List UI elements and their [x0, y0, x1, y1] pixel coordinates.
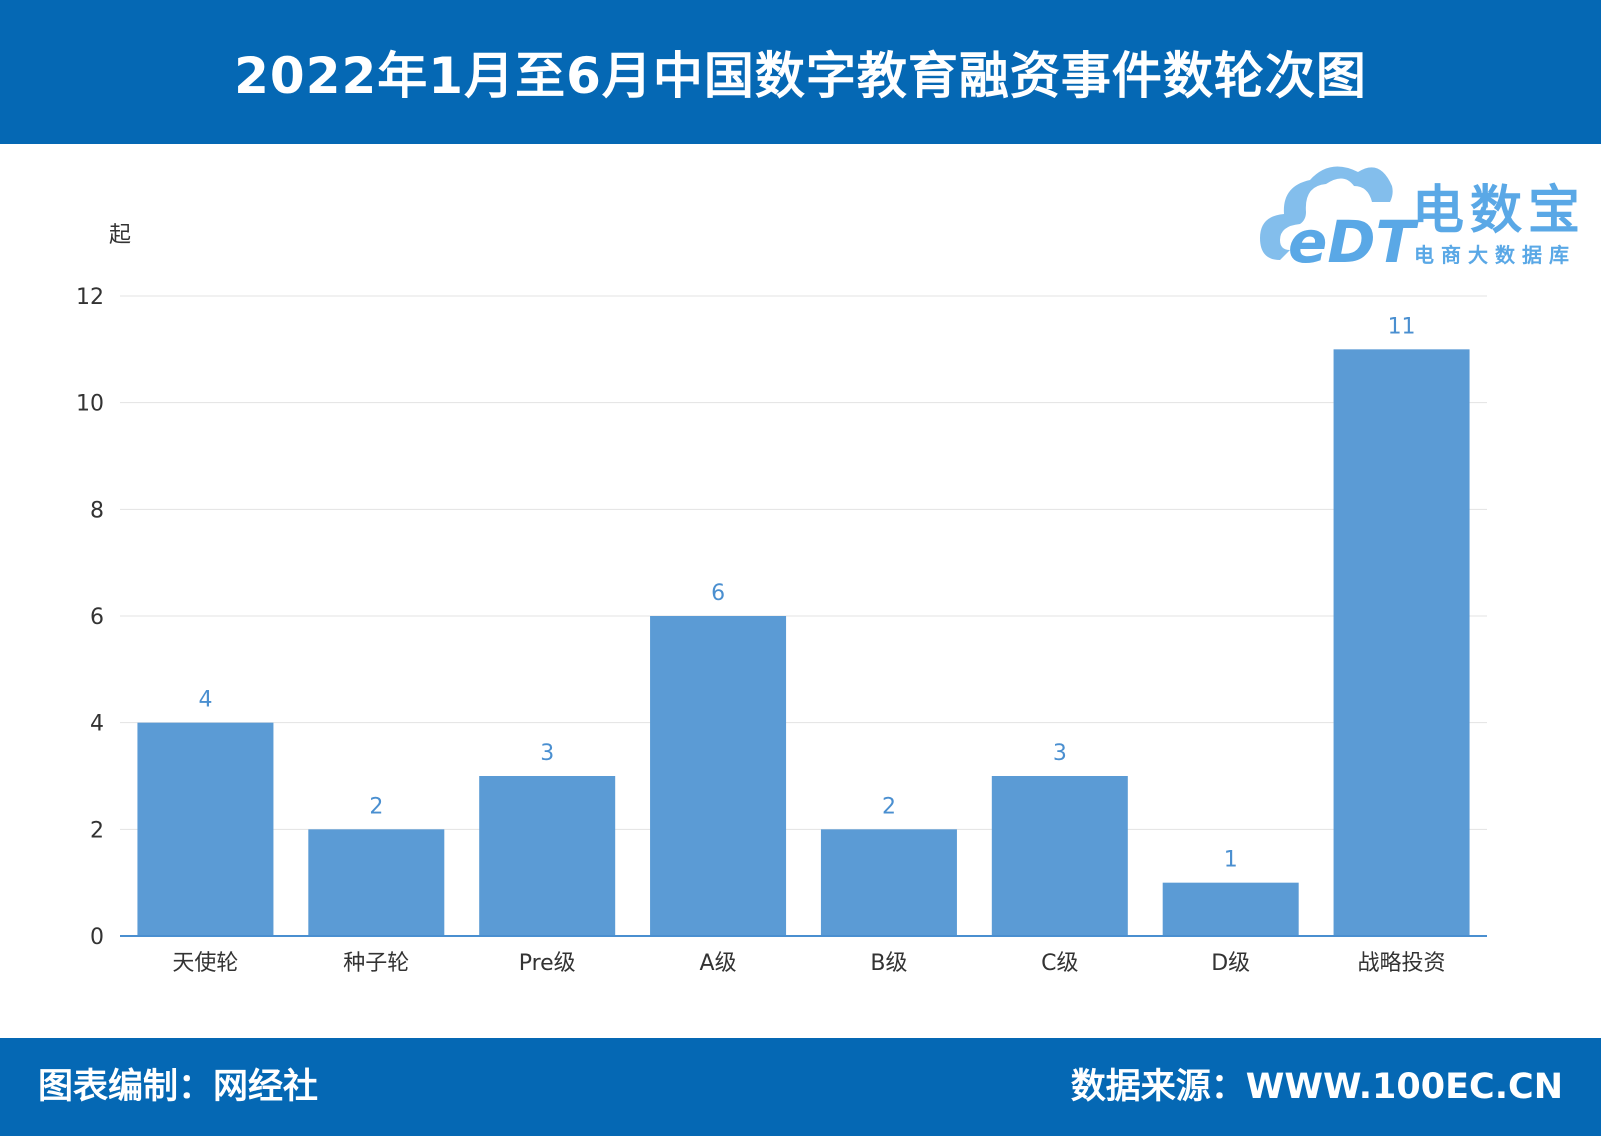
- x-tick-label: 战略投资: [1358, 951, 1446, 976]
- chart-area: 起 0 2 4 6 8 10 12 4 天使轮 2 种子轮 3 Pre级 6 A级 2 B级 3 C级 1 D级 11 战略投…: [0, 144, 1601, 1038]
- data-label: 1: [1224, 848, 1238, 873]
- y-axis-unit-label: 起: [109, 223, 131, 248]
- bar-4: [650, 616, 787, 936]
- y-tick-label: 4: [90, 712, 104, 737]
- bar-5: [820, 829, 957, 936]
- x-tick-label: C级: [1041, 951, 1078, 976]
- y-tick-label: 2: [90, 818, 104, 843]
- x-tick-label: B级: [870, 951, 907, 976]
- y-tick-label: 12: [76, 285, 104, 310]
- bar-8: [1333, 349, 1470, 936]
- x-tick-label: Pre级: [519, 951, 576, 976]
- cloud-icon: [1260, 166, 1393, 260]
- x-tick-label: 种子轮: [343, 951, 409, 976]
- data-label: 6: [711, 581, 725, 606]
- bar-1: [137, 722, 274, 936]
- bar-2: [308, 829, 445, 936]
- x-tick-label: 天使轮: [172, 951, 238, 976]
- y-tick-label: 8: [90, 498, 104, 523]
- edt-logo: eDT 电数宝 电商大数据库: [1260, 166, 1586, 276]
- x-tick-label: A级: [700, 951, 737, 976]
- logo-name: 电数宝: [1412, 181, 1586, 241]
- title-banner: 2022年1月至6月中国数字教育融资事件数轮次图: [0, 0, 1601, 144]
- data-label: 4: [198, 688, 212, 713]
- compiler-credit: 图表编制：网经社: [38, 1067, 319, 1107]
- data-label: 3: [540, 741, 554, 766]
- bar-chart: 起 0 2 4 6 8 10 12 4 天使轮 2 种子轮 3 Pre级 6 A级 2 B级 3 C级 1 D级 11 战略投…: [76, 223, 1487, 976]
- y-tick-label: 0: [90, 925, 104, 950]
- bar-7: [1162, 882, 1299, 936]
- data-label: 11: [1388, 314, 1416, 339]
- footer-bar: 图表编制：网经社 数据来源：WWW.100EC.CN: [0, 1038, 1601, 1136]
- data-label: 2: [369, 794, 383, 819]
- data-label: 2: [882, 794, 896, 819]
- data-label: 3: [1053, 741, 1067, 766]
- y-tick-label: 10: [76, 392, 104, 417]
- bar-6: [991, 776, 1128, 936]
- chart-title: 2022年1月至6月中国数字教育融资事件数轮次图: [234, 47, 1367, 105]
- logo-mark: eDT: [1288, 208, 1419, 276]
- y-tick-label: 6: [90, 605, 104, 630]
- bar-3: [479, 776, 616, 936]
- logo-tagline: 电商大数据库: [1414, 243, 1576, 267]
- x-tick-label: D级: [1211, 951, 1250, 976]
- data-source: 数据来源：WWW.100EC.CN: [1070, 1067, 1563, 1107]
